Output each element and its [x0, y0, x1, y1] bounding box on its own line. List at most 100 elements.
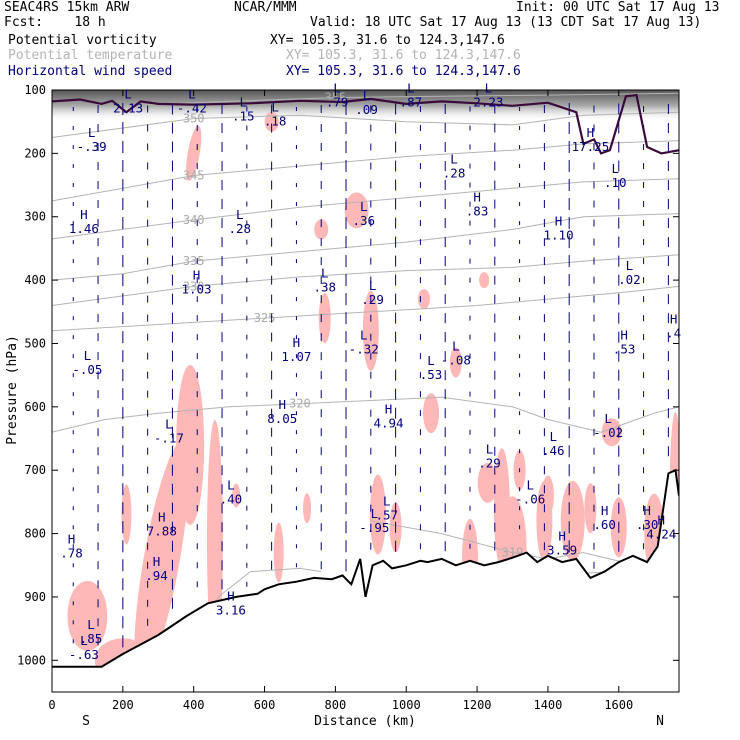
- extremum-value-label: 8.05: [267, 411, 297, 426]
- extremum-type-label: L: [333, 80, 341, 95]
- extremum-low: L-.17: [154, 416, 184, 445]
- extremum-type-label: H: [601, 503, 609, 518]
- field-name-wind: Horizontal wind speed: [8, 64, 173, 79]
- extremum-type-label: H: [670, 312, 678, 327]
- extremum-value-label: .28: [443, 165, 466, 180]
- theta-contour-335: [52, 213, 679, 281]
- pv-shaded-region: [186, 125, 202, 181]
- field-xy-wind: XY= 105.3, 31.6 to 124.3,147.6: [286, 64, 521, 79]
- x-tick-label: 1600: [604, 698, 633, 712]
- pv-shaded-region: [584, 483, 597, 534]
- extremum-value-label: .57: [375, 508, 398, 523]
- extremum-low: L-.95: [359, 506, 389, 535]
- terrain-fill: [52, 470, 679, 692]
- extremum-type-label: H: [293, 335, 301, 350]
- extremum-type-label: H: [158, 509, 166, 524]
- theta-contour-325: [52, 285, 679, 332]
- x-tick-label: 1200: [463, 698, 492, 712]
- tropopause-line: [52, 93, 679, 155]
- extremum-type-label: L: [611, 161, 619, 176]
- extremum-high: H.4: [666, 312, 681, 341]
- extremum-high: H4.94: [373, 402, 403, 431]
- theta-contour-320: [52, 396, 679, 433]
- extremum-low: L.46: [542, 429, 565, 458]
- extremum-low: L-.06: [515, 478, 545, 507]
- field-name-pv: Potential vorticity: [8, 33, 157, 48]
- extremum-type-label: L: [407, 80, 415, 95]
- extremum-value-label: .83: [466, 203, 489, 218]
- extremum-high: H.53: [613, 328, 636, 357]
- extremum-high: H.78: [60, 532, 83, 561]
- extremum-value-label: .53: [613, 342, 636, 357]
- extremum-type-label: L: [271, 99, 279, 114]
- theta-contour-340: [52, 178, 679, 240]
- extremum-value-label: .38: [313, 279, 336, 294]
- extremum-value-label: .02: [618, 272, 641, 287]
- extremum-high: H.60: [593, 503, 616, 532]
- extremum-type-label: L: [452, 338, 460, 353]
- theta-contour-355: [122, 92, 679, 107]
- extremum-type-label: L: [363, 88, 371, 103]
- extremum-type-label: H: [555, 213, 563, 228]
- theta-contour-label: 340: [183, 213, 205, 227]
- extremum-value-label: 2.13: [113, 101, 143, 116]
- x-tick-label: 0: [48, 698, 55, 712]
- extremum-value-label: -.42: [177, 101, 207, 116]
- pv-shaded-region: [601, 418, 622, 447]
- extremum-low: L-.08: [441, 338, 471, 367]
- extremum-value-label: .18: [264, 113, 287, 128]
- field-name-theta: Potential temperature: [8, 48, 173, 63]
- x-end-label-north: N: [656, 714, 664, 729]
- extremum-value-label: .60: [593, 517, 616, 532]
- terrain-line: [52, 468, 679, 668]
- extremum-value-label: 3.16: [216, 603, 246, 618]
- extremum-low: L.29: [361, 278, 384, 307]
- extremum-high: H1.03: [181, 267, 211, 296]
- extremum-value-label: .79: [326, 94, 349, 109]
- extremum-value-label: .30: [636, 517, 659, 532]
- extremum-low: L.38: [313, 265, 336, 294]
- y-tick-label: 600: [24, 400, 46, 414]
- extremum-type-label: L: [87, 617, 95, 632]
- extremum-type-label: L: [371, 506, 379, 521]
- forecast-label: Fcst: 18 h: [4, 15, 106, 30]
- extremum-high: H8.05: [267, 397, 297, 426]
- extremum-value-label: .4: [666, 326, 681, 341]
- valid-label: Valid: 18 UTC Sat 17 Aug 13 (13 CDT Sat …: [310, 15, 702, 30]
- extremum-low: L.28: [443, 151, 466, 180]
- extremum-value-label: 7.88: [147, 523, 177, 538]
- extremum-type-label: L: [626, 258, 634, 273]
- extremum-type-label: L: [80, 633, 88, 648]
- extremum-value-label: .40: [220, 492, 243, 507]
- theta-contour-350: [52, 111, 679, 138]
- extrema-annotation-layer: L2.13L-.42 L.15L.18L.79 L.09L.87L2.23L-.39…: [60, 80, 681, 662]
- extremum-type-label: L: [124, 87, 132, 102]
- axes: 0 200 400 600 800 1000 1200 1400 1600 100 200 300 40…: [17, 83, 679, 712]
- extremum-type-label: L: [188, 87, 196, 102]
- extremum-high: H.83: [466, 189, 489, 218]
- extremum-value-label: -.08: [441, 352, 471, 367]
- extremum-value-label: 4.24: [646, 527, 676, 542]
- extremum-high: H.30: [636, 503, 659, 532]
- extremum-value-label: .28: [228, 221, 251, 236]
- extremum-high: H1.07: [281, 335, 311, 364]
- extremum-type-label: H: [658, 513, 666, 528]
- extremum-type-label: H: [193, 267, 201, 282]
- extremum-value-label: .94: [145, 568, 168, 583]
- extremum-value-label: 1.07: [281, 349, 311, 364]
- extremum-low: L.10: [604, 161, 627, 190]
- extremum-low: L.79: [326, 80, 349, 109]
- y-tick-label: 100: [24, 83, 46, 97]
- pv-shaded-region: [121, 484, 132, 545]
- extremum-type-label: L: [165, 416, 173, 431]
- pv-shaded-region: [134, 440, 190, 678]
- extremum-type-label: H: [227, 589, 235, 604]
- extremum-low: L.15: [232, 94, 255, 123]
- extremum-type-label: H: [643, 503, 651, 518]
- pv-shaded-region: [423, 393, 440, 434]
- extremum-value-label: .87: [400, 94, 423, 109]
- y-tick-label: 300: [24, 210, 46, 224]
- extremum-type-label: H: [278, 397, 286, 412]
- extremum-high: H1.10: [544, 213, 574, 242]
